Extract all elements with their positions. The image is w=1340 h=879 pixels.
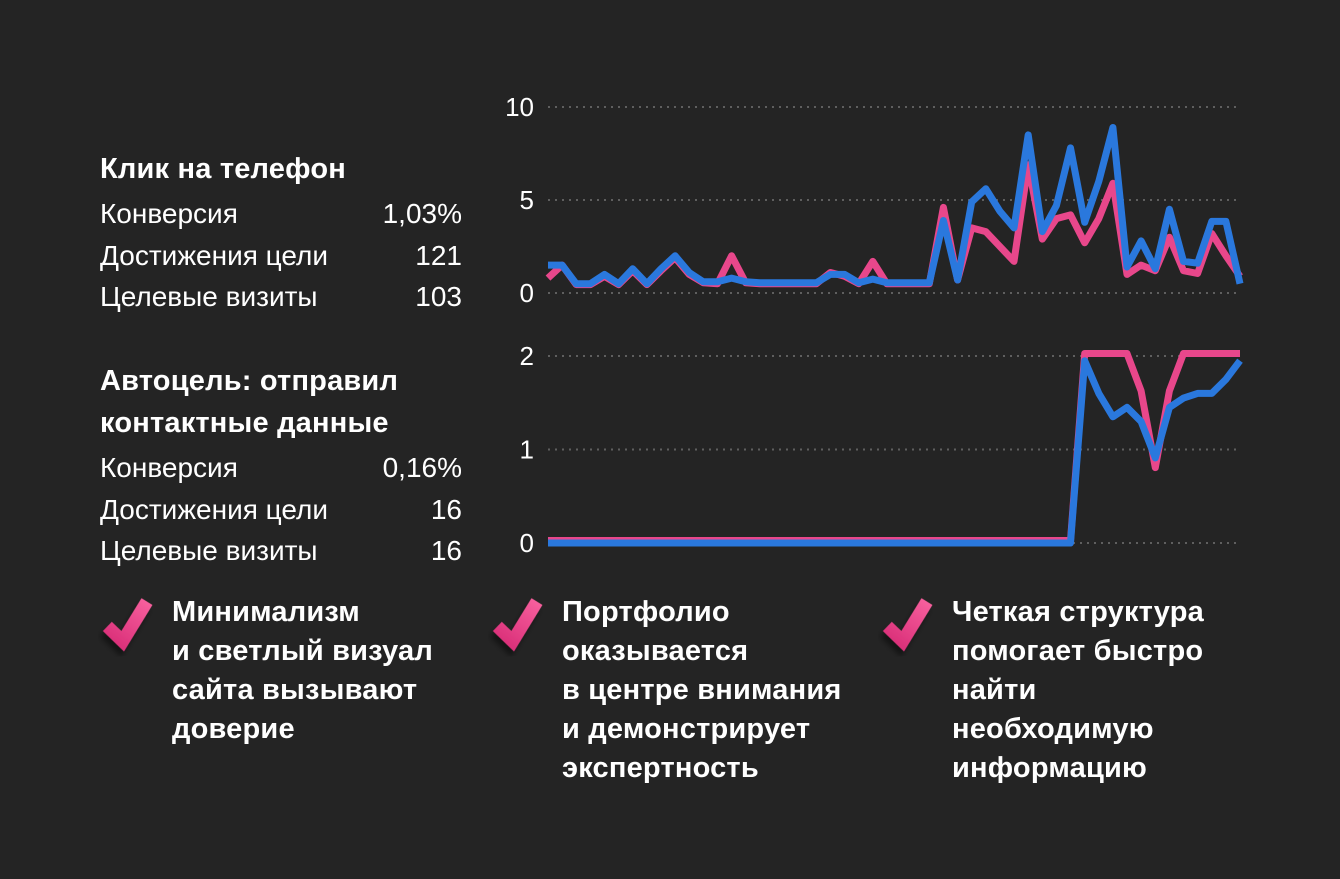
stat-value: 16 bbox=[430, 535, 462, 566]
y-tick-label: 1 bbox=[520, 435, 534, 465]
blue-line bbox=[548, 124, 1244, 288]
stat-value: 121 bbox=[415, 239, 462, 271]
y-tick-label: 10 bbox=[505, 92, 534, 122]
text-line: найти bbox=[952, 674, 1037, 706]
text-line: Четкая структура bbox=[952, 596, 1204, 628]
checklist-text: Портфолио оказывается в центре внимания … bbox=[562, 593, 842, 788]
stat-label: Целевые визиты bbox=[100, 535, 318, 566]
text-line: экспертность bbox=[562, 752, 759, 784]
stat-row-conversion: Конверсия 0,16% bbox=[100, 447, 462, 489]
stat-block-title: Автоцель: отправил контактные данные bbox=[100, 360, 462, 444]
pink-line bbox=[545, 161, 1243, 289]
stat-row-goal-completions: Достижения цели 121 bbox=[100, 235, 462, 277]
stat-label: Достижения цели bbox=[100, 239, 329, 271]
checklist-item-portfolio: Портфолио оказывается в центре внимания … bbox=[488, 593, 878, 788]
pink-line bbox=[548, 350, 1240, 544]
title-line-2: контактные данные bbox=[100, 407, 389, 439]
stat-value: 0,16% bbox=[382, 452, 462, 483]
stat-label: Целевые визиты bbox=[100, 281, 318, 312]
stat-row-target-visits: Целевые визиты 16 bbox=[100, 530, 462, 572]
stat-block-title: Клик на телефон bbox=[100, 153, 346, 185]
stat-value: 103 bbox=[415, 281, 462, 312]
stat-rows: Конверсия 1,03% Достижения цели 121 Целе… bbox=[100, 193, 462, 318]
text-line: в центре внимания bbox=[562, 674, 842, 706]
y-tick-label: 0 bbox=[520, 278, 534, 308]
checkmark-icon bbox=[492, 598, 543, 652]
stat-label: Конверсия bbox=[100, 452, 238, 483]
checklist-item-minimalism: Минимализм и светлый визуал сайта вызыва… bbox=[98, 593, 488, 749]
stat-row-goal-completions: Достижения цели 16 bbox=[100, 489, 462, 531]
text-line: Минимализм bbox=[172, 596, 360, 628]
stat-block-click-phone: Клик на телефон Конверсия 1,03% Достижен… bbox=[100, 148, 462, 318]
checkmark-icon bbox=[102, 598, 153, 652]
text-line: помогает быстро bbox=[952, 635, 1204, 667]
y-tick-label: 2 bbox=[520, 341, 534, 371]
stat-block-autogoal: Автоцель: отправил контактные данные Конв… bbox=[100, 360, 462, 572]
blue-line bbox=[548, 357, 1243, 547]
stat-label: Конверсия bbox=[100, 198, 238, 229]
y-tick-label: 0 bbox=[520, 528, 534, 554]
text-line: и светлый визуал bbox=[172, 635, 433, 667]
checklist-text: Минимализм и светлый визуал сайта вызыва… bbox=[172, 593, 433, 749]
line-chart-clicks: 10 5 0 bbox=[505, 92, 1244, 308]
stat-value: 16 bbox=[430, 493, 462, 525]
y-tick-label: 5 bbox=[520, 185, 534, 215]
text-line: информацию bbox=[952, 752, 1148, 784]
checklist-item-structure: Четкая структура помогает быстро найти н… bbox=[878, 593, 1268, 788]
text-line: сайта вызывают bbox=[172, 674, 418, 706]
title-line-1: Автоцель: отправил bbox=[100, 365, 399, 397]
text-line: Портфолио bbox=[562, 596, 730, 628]
text-line: доверие bbox=[172, 713, 295, 745]
checklist-text: Четкая структура помогает быстро найти н… bbox=[952, 593, 1204, 788]
text-line: и демонстрирует bbox=[562, 713, 811, 745]
stat-row-target-visits: Целевые визиты 103 bbox=[100, 276, 462, 318]
line-chart-autogoal: 2 1 0 bbox=[520, 341, 1243, 554]
checkmark-icon bbox=[882, 598, 933, 652]
stat-label: Достижения цели bbox=[100, 493, 329, 525]
stat-value: 1,03% bbox=[382, 198, 462, 229]
text-line: оказывается bbox=[562, 635, 749, 667]
text-line: необходимую bbox=[952, 713, 1154, 745]
stat-rows: Конверсия 0,16% Достижения цели 16 Целев… bbox=[100, 447, 462, 572]
stat-row-conversion: Конверсия 1,03% bbox=[100, 193, 462, 235]
